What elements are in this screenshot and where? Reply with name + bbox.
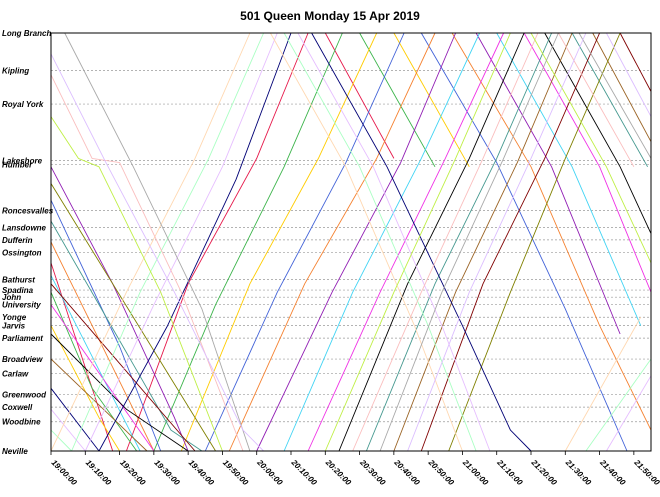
stop-label: Coxwell bbox=[2, 403, 33, 412]
stop-label: Royal York bbox=[2, 100, 44, 109]
stop-label: Bathurst bbox=[2, 276, 35, 285]
stop-label: Woodbine bbox=[2, 418, 41, 427]
stop-label: Kipling bbox=[2, 67, 29, 76]
series-line bbox=[50, 32, 621, 452]
stop-label: Neville bbox=[2, 447, 28, 456]
series-line bbox=[50, 32, 652, 452]
stop-label: Spadina bbox=[2, 286, 34, 295]
stop-label: Dufferin bbox=[2, 236, 33, 245]
stop-label: Humber bbox=[2, 161, 33, 170]
stop-label: Yonge bbox=[2, 313, 27, 322]
series-line bbox=[50, 32, 652, 452]
stop-label: University bbox=[2, 301, 41, 310]
stop-label: John bbox=[2, 293, 21, 302]
stop-labels: Long Branch Kipling Royal York LakeshoreHum… bbox=[2, 29, 54, 456]
plot-border bbox=[50, 32, 652, 452]
stop-label: Parliament bbox=[2, 334, 43, 343]
series-line bbox=[50, 32, 628, 452]
stop-label: Long Branch bbox=[2, 29, 51, 38]
stop-label: Carlaw bbox=[2, 370, 29, 379]
stop-label: Roncesvalles bbox=[2, 207, 54, 216]
stop-label: Greenwood bbox=[2, 391, 47, 400]
stop-label: Lakeshore bbox=[2, 156, 43, 165]
stop-label: Jarvis bbox=[2, 322, 26, 331]
stop-label: Broadview bbox=[2, 355, 43, 364]
chart-title: 501 Queen Monday 15 Apr 2019 bbox=[240, 9, 420, 23]
stop-label: Ossington bbox=[2, 248, 42, 257]
series-line bbox=[50, 32, 652, 452]
stop-label: Lansdowne bbox=[2, 223, 47, 232]
